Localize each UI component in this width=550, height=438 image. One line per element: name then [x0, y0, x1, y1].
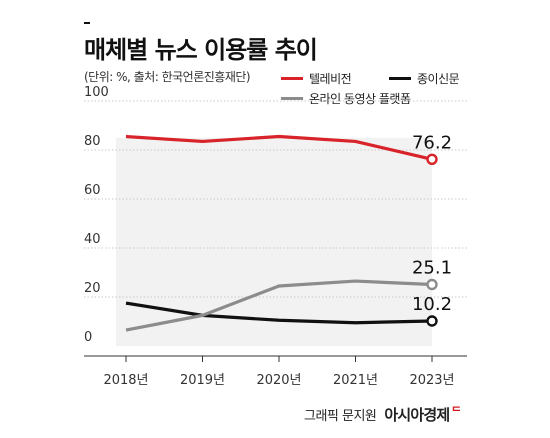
y-tick-label: 0 — [84, 330, 92, 345]
x-tick-label: 2023년 — [409, 373, 454, 388]
series-endpoint-1 — [426, 315, 438, 327]
data-label-1: 10.2 — [412, 294, 452, 315]
series-line-0 — [125, 134, 433, 161]
series-endpoint-2 — [426, 278, 438, 291]
legend-swatch-tv — [281, 77, 303, 80]
legend-item-newspaper: 종이신문 — [389, 70, 460, 87]
brand-mark-icon: ᄃ — [451, 404, 462, 418]
source-note: (단위: %, 출처: 한국언론진흥재단) — [84, 70, 251, 84]
legend-label-online-video: 온라인 동영상 플랫폼 — [309, 92, 411, 106]
series-line-1 — [125, 301, 433, 325]
series-endpoint-0 — [426, 153, 438, 166]
y-tick-label: 100 — [84, 85, 109, 100]
y-tick-label: 60 — [84, 183, 101, 198]
series-line-2 — [125, 279, 433, 332]
legend-swatch-online-video — [281, 97, 303, 100]
y-tick-label: 40 — [84, 232, 101, 247]
credit-author: 그래픽 문지원 — [304, 409, 377, 424]
legend-label-newspaper: 종이신문 — [417, 72, 460, 86]
legend-label-tv: 텔레비전 — [309, 72, 352, 86]
plot-shade — [116, 137, 432, 346]
legend-item-online-video: 온라인 동영상 플랫폼 — [281, 90, 411, 107]
y-tick-label: 80 — [84, 134, 101, 149]
legend-swatch-newspaper — [389, 77, 411, 80]
x-tick-label: 2021년 — [333, 373, 378, 388]
data-label-2: 25.1 — [412, 258, 452, 279]
legend-item-tv: 텔레비전 — [281, 70, 352, 87]
chart-title: 매체별 뉴스 이용률 추이 — [84, 36, 318, 64]
data-label-0: 76.2 — [412, 132, 452, 153]
title-accent-rule — [84, 22, 90, 24]
x-tick-label: 2018년 — [103, 373, 148, 388]
y-tick-label: 20 — [84, 281, 101, 296]
credit-brand: 아시아경제 — [384, 406, 450, 424]
x-tick-label: 2020년 — [256, 373, 301, 388]
x-tick-label: 2019년 — [180, 373, 225, 388]
credit: 그래픽 문지원 아시아경제 ᄃ — [304, 404, 462, 425]
